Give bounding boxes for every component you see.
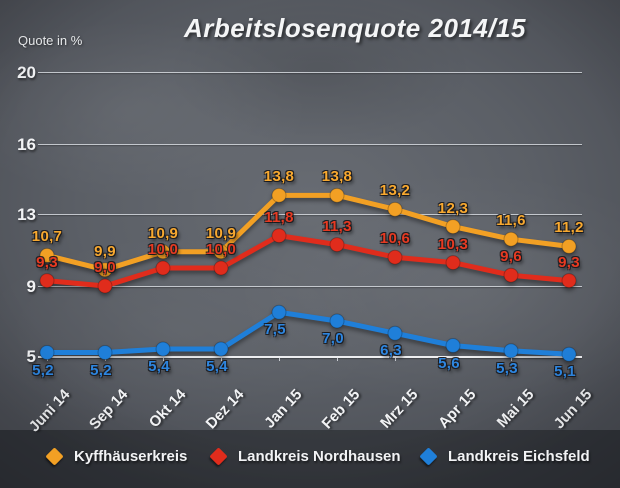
x-axis-tick — [337, 357, 338, 361]
y-axis-tick-label: 13 — [17, 205, 36, 224]
point-label-series1: 11,3 — [322, 217, 352, 235]
point-label-series0: 11,6 — [496, 212, 526, 230]
gridline-y-16 — [38, 144, 582, 145]
point-label-series1: 9,6 — [500, 248, 522, 266]
point-label-series1: 9,3 — [558, 253, 580, 271]
data-point-marker — [329, 313, 345, 329]
legend-label: Landkreis Nordhausen — [238, 448, 401, 465]
point-label-series2: 5,2 — [32, 361, 54, 379]
data-point-marker — [155, 260, 171, 276]
point-label-series0: 10,9 — [147, 224, 179, 242]
gridline-y-5 — [38, 356, 582, 358]
point-label-series2: 6,3 — [380, 342, 402, 360]
point-label-series0: 10,7 — [31, 228, 63, 246]
data-point-marker — [97, 262, 113, 278]
chart-legend: Kyffhäuserkreis Landkreis Nordhausen Lan… — [0, 447, 620, 474]
point-label-series0: 13,2 — [379, 182, 411, 200]
data-point-marker — [97, 278, 113, 294]
point-label-series1: 11,8 — [264, 208, 294, 226]
data-point-marker — [503, 343, 519, 359]
data-point-marker — [561, 273, 577, 289]
x-axis-tick — [279, 357, 280, 361]
legend-label: Kyffhäuserkreis — [74, 448, 188, 465]
data-point-marker — [271, 228, 287, 244]
point-label-series0: 12,3 — [437, 199, 469, 217]
point-label-series1: 9,0 — [94, 259, 116, 276]
y-axis-tick-label: 16 — [17, 135, 36, 154]
series-1 — [39, 228, 577, 294]
data-point-marker — [503, 267, 519, 283]
legend-marker-landkreis-eichsfeld-icon — [419, 447, 438, 466]
data-point-marker — [213, 341, 229, 357]
gridline-y-9 — [38, 286, 582, 287]
data-point-marker — [97, 345, 113, 360]
y-axis-title: Quote in % — [18, 33, 83, 48]
data-point-marker — [561, 238, 577, 254]
x-axis-tick — [453, 357, 454, 361]
gridline-y-20 — [38, 72, 582, 73]
legend-item-kyffhaeuserkreis: Kyffhäuserkreis — [45, 447, 188, 466]
data-point-marker — [155, 341, 171, 357]
chart-title: Arbeitslosenquote 2014/15 — [184, 13, 526, 43]
data-point-marker — [445, 255, 461, 271]
point-label-series1: 10,0 — [147, 241, 179, 258]
y-axis-tick-label: 20 — [17, 63, 36, 82]
data-point-marker — [39, 247, 55, 263]
legend-item-landkreis-nordhausen: Landkreis Nordhausen — [209, 447, 401, 466]
data-point-marker — [271, 187, 287, 203]
point-label-series0: 13,8 — [263, 168, 295, 186]
point-label-series1: 10,6 — [379, 230, 411, 248]
point-label-series0: 9,9 — [94, 242, 116, 260]
point-label-series1: 10,3 — [437, 235, 469, 253]
gridline-y-13 — [38, 214, 582, 215]
data-point-marker — [387, 249, 403, 265]
point-label-series2: 5,6 — [438, 354, 460, 372]
data-point-marker — [561, 346, 577, 362]
data-point-marker — [213, 244, 229, 260]
legend-band — [0, 430, 620, 488]
point-label-series0: 11,2 — [554, 219, 584, 237]
point-label-series2: 5,2 — [90, 361, 112, 379]
data-point-marker — [387, 325, 403, 341]
legend-marker-kyffhaeuserkreis-icon — [45, 447, 64, 466]
x-axis-tick — [221, 357, 222, 361]
data-point-marker — [329, 237, 345, 253]
x-axis-tick — [163, 357, 164, 361]
data-point-marker — [329, 187, 345, 203]
point-label-series2: 7,5 — [264, 321, 286, 339]
legend-marker-landkreis-nordhausen-icon — [209, 447, 228, 466]
point-label-series2: 5,4 — [206, 358, 228, 375]
point-label-series2: 7,0 — [322, 330, 344, 347]
data-point-marker — [39, 273, 55, 289]
data-point-marker — [503, 231, 519, 247]
data-point-marker — [445, 219, 461, 235]
point-label-series0: 13,8 — [321, 168, 353, 186]
point-label-series1: 10,0 — [205, 241, 237, 258]
series-0 — [39, 187, 577, 278]
data-point-marker — [39, 345, 55, 360]
legend-label: Landkreis Eichsfeld — [448, 448, 590, 465]
point-label-series2: 5,3 — [496, 359, 518, 377]
point-label-series2: 5,1 — [554, 363, 576, 381]
data-point-marker — [213, 260, 229, 276]
series-2 — [39, 304, 577, 362]
point-label-series0: 10,9 — [205, 224, 237, 242]
data-point-marker — [387, 201, 403, 217]
point-label-series2: 5,4 — [148, 358, 170, 375]
y-axis-tick-label: 5 — [26, 347, 36, 366]
data-point-marker — [445, 338, 461, 353]
data-point-marker — [271, 304, 287, 320]
y-axis-tick-label: 9 — [26, 277, 36, 296]
data-point-marker — [155, 244, 171, 260]
x-axis-tick — [511, 357, 512, 361]
point-label-series1: 9,3 — [36, 253, 58, 271]
x-axis-tick — [395, 357, 396, 361]
legend-item-landkreis-eichsfeld: Landkreis Eichsfeld — [419, 447, 590, 466]
